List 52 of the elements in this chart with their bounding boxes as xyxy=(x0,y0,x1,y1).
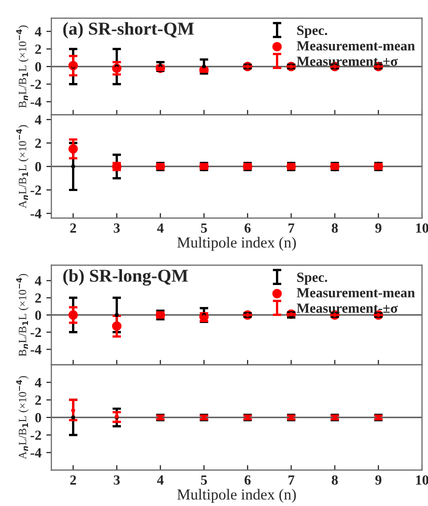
x-tick-label: 10 xyxy=(416,223,428,233)
legend-label: Measurement-mean xyxy=(296,288,415,298)
y-tick-label: 4 xyxy=(34,276,42,286)
x-tick-label: 2 xyxy=(70,475,76,485)
y-tick-label: 0 xyxy=(35,162,42,172)
y-tick-label: 0 xyxy=(35,310,42,320)
x-tick-label: 7 xyxy=(288,475,294,485)
y-tick-label: -2 xyxy=(30,328,42,337)
y-tick-label: -2 xyxy=(30,430,42,440)
x-tick-label: 8 xyxy=(332,475,338,485)
legend-label: Measurement-mean xyxy=(296,41,415,51)
y-axis-title: A$_{n}$L/B$_{1}$L (×10$^{−4}$) xyxy=(16,376,29,460)
y-tick-label: 2 xyxy=(35,396,42,405)
y-tick-label: 0 xyxy=(35,62,42,72)
y-tick-label: 2 xyxy=(35,293,42,303)
x-tick-label: 2 xyxy=(70,223,76,233)
chart-title: (a) SR-short-QM xyxy=(63,22,194,38)
x-tick-label: 3 xyxy=(114,223,120,233)
y-tick-label: -4 xyxy=(30,97,42,106)
legend-label: Measurement-±σ xyxy=(296,304,398,313)
legend-label: Measurement-±σ xyxy=(296,56,398,66)
y-axis-title: A$_{n}$L/B$_{1}$L (×10$^{−4}$) xyxy=(16,125,29,208)
y-tick-label: 0 xyxy=(35,413,42,422)
y-tick-label: -4 xyxy=(30,448,42,458)
x-tick-label: 6 xyxy=(244,475,251,485)
y-tick-label: -2 xyxy=(30,186,42,195)
x-axis-title: Multipole index (n) xyxy=(177,488,296,503)
x-tick-label: 9 xyxy=(375,475,382,485)
y-tick-label: 2 xyxy=(35,44,42,54)
y-tick-label: -4 xyxy=(30,209,42,218)
legend-label: Spec. xyxy=(297,26,328,38)
x-tick-label: 6 xyxy=(244,223,251,233)
x-tick-label: 7 xyxy=(288,223,294,233)
chart-title: (b) SR-long-QM xyxy=(63,269,188,286)
y-tick-label: 4 xyxy=(34,378,42,388)
x-axis-title: Multipole index (n) xyxy=(177,236,296,251)
y-tick-label: -4 xyxy=(30,345,42,354)
y-tick-label: 2 xyxy=(35,138,42,148)
x-tick-label: 4 xyxy=(157,223,164,233)
x-tick-label: 8 xyxy=(332,223,338,233)
x-tick-label: 5 xyxy=(201,475,207,485)
x-tick-label: 5 xyxy=(201,223,207,233)
x-tick-label: 10 xyxy=(416,475,428,485)
x-tick-label: 9 xyxy=(375,223,382,233)
x-tick-label: 3 xyxy=(114,475,120,485)
y-tick-label: 4 xyxy=(34,27,42,36)
x-tick-label: 4 xyxy=(157,475,164,485)
y-axis-title: B$_{n}$L/B$_{1}$L (×10$^{−4}$) xyxy=(16,25,29,108)
y-tick-label: 4 xyxy=(34,115,42,124)
legend-label: Spec. xyxy=(297,272,328,285)
y-axis-title: B$_{n}$L/B$_{1}$L (×10$^{−4}$) xyxy=(16,274,29,356)
y-tick-label: -2 xyxy=(30,80,42,89)
